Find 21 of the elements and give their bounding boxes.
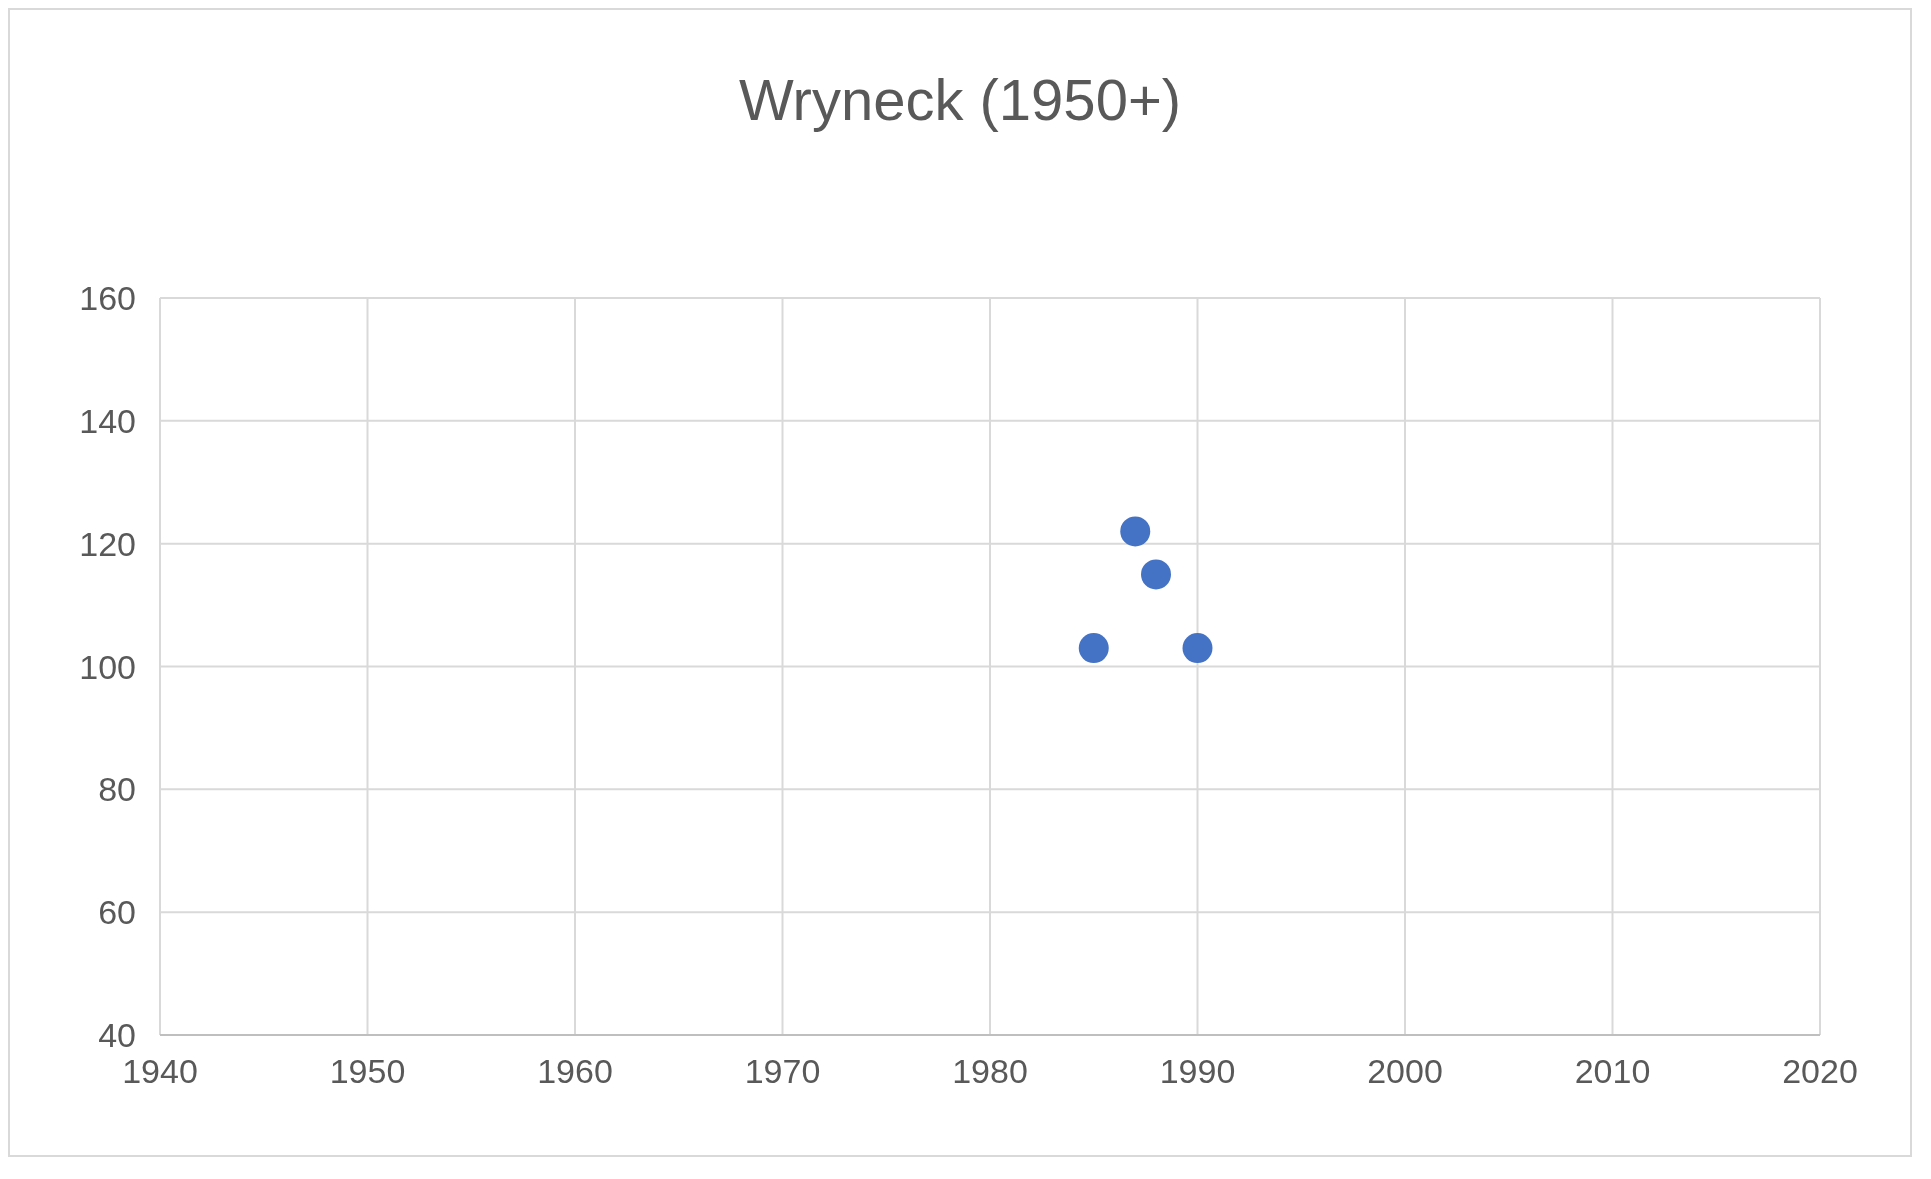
point xyxy=(1078,633,1109,664)
x-tick-label: 1980 xyxy=(952,1052,1028,1091)
x-tick-label: 1990 xyxy=(1159,1052,1236,1091)
y-tick-label: 140 xyxy=(79,401,136,440)
point xyxy=(1141,559,1171,590)
x-tick-label: 2020 xyxy=(1782,1052,1858,1091)
point xyxy=(1120,516,1151,547)
y-tick-label: 160 xyxy=(79,279,136,318)
point xyxy=(1182,633,1213,664)
y-tick-label: 100 xyxy=(79,647,136,686)
y-tick-label: 60 xyxy=(98,893,136,932)
x-tick-label: 1970 xyxy=(744,1052,821,1091)
x-tick-label: 1940 xyxy=(122,1052,198,1091)
chart-title: Wryneck (1950+) xyxy=(737,66,1183,133)
x-tick-label: 2000 xyxy=(1367,1052,1443,1091)
x-tick-label: 2010 xyxy=(1574,1052,1651,1091)
x-tick-label: 1950 xyxy=(329,1052,406,1091)
x-tick-label: 1960 xyxy=(537,1052,613,1091)
y-tick-label: 80 xyxy=(98,770,136,809)
y-tick-label: 120 xyxy=(79,524,136,563)
y-tick-label: 40 xyxy=(98,1016,136,1055)
